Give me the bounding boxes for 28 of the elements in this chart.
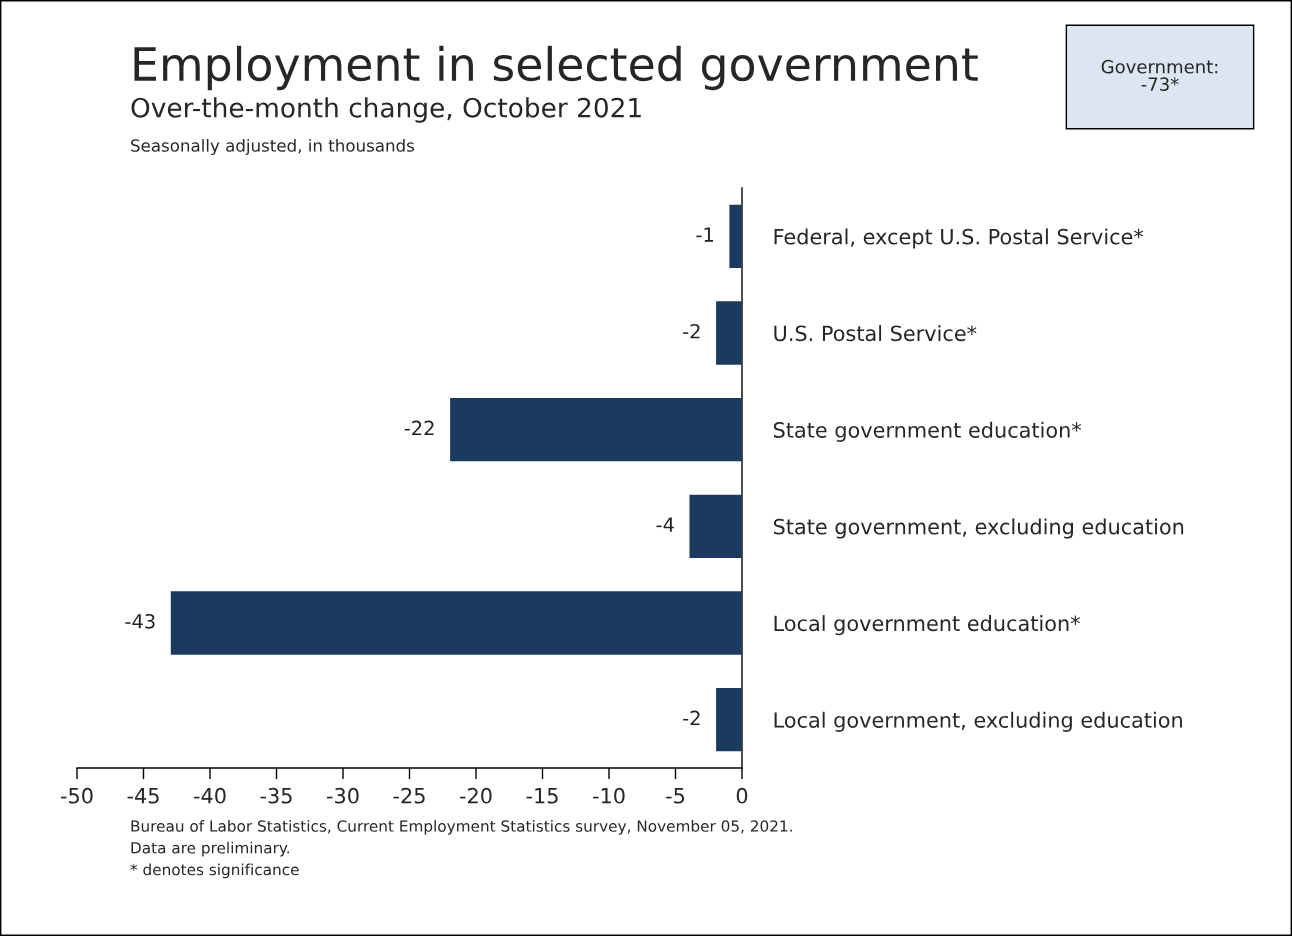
x-tick-label: -5 — [666, 788, 685, 804]
chart-subtitle: Over-the-month change, October 2021 — [131, 97, 641, 123]
y-tick-label: State government education* — [773, 421, 1082, 442]
data-label: -43 — [125, 613, 155, 629]
y-tick-label: State government, excluding education — [773, 518, 1184, 539]
x-tick-label: -50 — [61, 787, 93, 804]
x-tick-label: -30 — [327, 787, 359, 804]
y-tick-label: U.S. Postal Service* — [774, 325, 977, 342]
data-label: -1 — [696, 227, 714, 242]
text: Government: -73* — [1101, 59, 1218, 91]
data-label: -2 — [683, 323, 700, 339]
x-tick-label: -35 — [260, 787, 292, 804]
x-tick-label: -10 — [593, 787, 625, 804]
x-tick-label: -25 — [393, 787, 425, 804]
data-label: -2 — [683, 710, 700, 726]
data-label: -22 — [404, 420, 434, 436]
data-label: -4 — [656, 517, 674, 532]
x-tick-label: -20 — [460, 787, 492, 804]
chart-title: Employment in selected government — [134, 45, 978, 91]
text: Bureau of Labor Statistics, Current Employment Statistics survey, November 05, 2021. Data are preliminary. * denotes significance — [130, 820, 792, 879]
x-tick-label: -15 — [526, 788, 558, 804]
x-tick-label: 0 — [736, 787, 748, 804]
text: Seasonally adjusted, in thousands — [131, 138, 415, 156]
y-tick-label: Local government education* — [774, 615, 1080, 636]
y-tick-label: Federal, except U.S. Postal Service* — [774, 228, 1144, 249]
x-tick-label: -45 — [127, 788, 159, 804]
y-tick-label: Local government, excluding education — [774, 711, 1182, 732]
x-tick-label: -40 — [194, 787, 226, 804]
